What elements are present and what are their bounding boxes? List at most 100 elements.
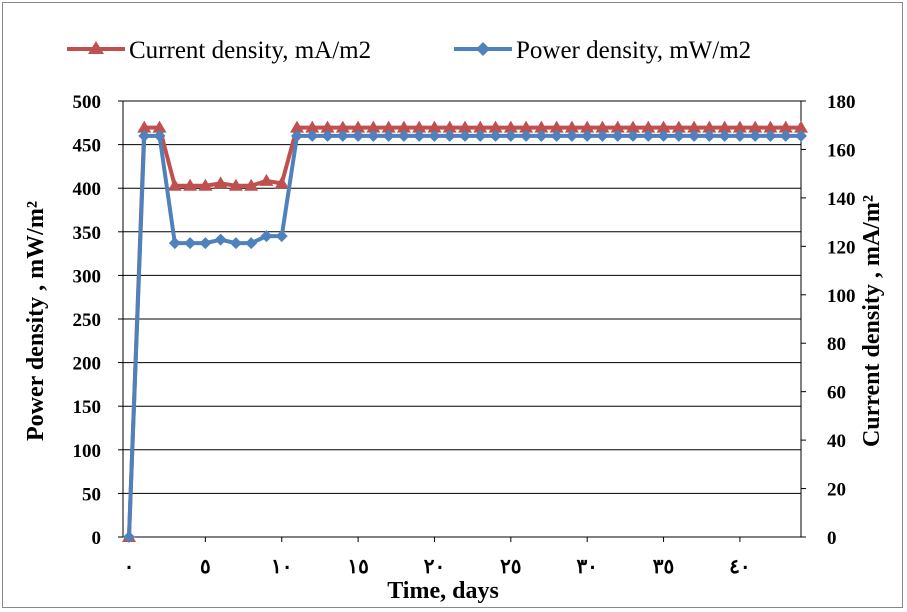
left-tick-label: 400	[73, 179, 102, 200]
power-density-point	[306, 129, 319, 142]
power-density-point	[764, 129, 777, 142]
current-density-point	[335, 120, 350, 133]
current-density-point	[534, 120, 549, 133]
right-tick-label: 120	[827, 237, 856, 258]
power-density-point	[229, 237, 242, 250]
x-tick-label: ٣٠	[576, 556, 597, 578]
power-density-point	[428, 129, 441, 142]
power-density-point	[565, 129, 578, 142]
power-density-point	[291, 129, 303, 142]
current-density-point	[396, 120, 411, 133]
current-density-point	[702, 120, 717, 133]
current-density-point	[412, 120, 427, 133]
left-axis-ticks: 0 50 100 150 200 250 300 350 400 450 500	[73, 92, 123, 549]
legend-label-current-density: Current density, mA/m2	[129, 37, 371, 64]
right-tick-label: 20	[827, 480, 846, 501]
power-density-point	[336, 129, 349, 142]
current-density-point	[458, 120, 472, 133]
right-axis-ticks: 0 20 40 60 80 100 120 140 160 180	[801, 92, 856, 549]
current-density-point	[228, 178, 243, 191]
right-axis-title: Current density , mA/m²	[859, 195, 885, 447]
current-density-point	[198, 178, 213, 191]
power-density-point	[321, 129, 334, 142]
current-density-point	[305, 120, 320, 133]
power-density-point	[611, 129, 624, 142]
current-density-point	[213, 176, 228, 189]
x-tick-label: ١٥	[347, 556, 368, 578]
current-density-point	[488, 120, 503, 133]
current-density-point	[626, 120, 640, 133]
power-density-point	[123, 531, 135, 543]
current-density-point	[794, 120, 808, 133]
current-density-point	[564, 120, 579, 133]
x-tick-label: ٢٠	[424, 556, 445, 578]
power-density-point	[718, 129, 731, 142]
right-tick-label: 80	[827, 334, 846, 355]
current-density-point	[641, 120, 656, 133]
current-density-point	[259, 173, 274, 186]
power-density-point	[550, 129, 563, 142]
current-density-point	[290, 120, 304, 133]
current-density-point	[320, 120, 335, 133]
power-density-point	[596, 129, 609, 142]
x-axis-title: Time, days	[387, 578, 499, 604]
power-density-point	[352, 129, 365, 142]
current-density-point	[427, 120, 442, 133]
current-density-point	[137, 120, 152, 133]
right-tick-label: 0	[827, 528, 837, 549]
current-density-point	[274, 176, 289, 189]
power-density-point	[459, 129, 471, 142]
diamond-marker-icon	[476, 42, 490, 56]
power-density-point	[397, 129, 410, 142]
power-density-point	[153, 129, 166, 142]
power-density-point	[642, 129, 655, 142]
current-density-point	[610, 120, 625, 133]
left-tick-label: 100	[73, 441, 102, 462]
x-tick-label: ٥	[200, 556, 211, 578]
legend: Current density, mA/m2 Power density, mW…	[67, 37, 751, 64]
left-tick-label: 450	[73, 136, 102, 157]
power-density-point	[489, 129, 502, 142]
gridlines	[123, 100, 801, 538]
x-tick-label: ٢٥	[500, 556, 521, 578]
current-density-point	[473, 120, 488, 133]
power-density-point	[703, 129, 716, 142]
x-tick-label: ٠	[124, 556, 135, 578]
current-density-point	[381, 120, 396, 133]
power-density-point	[749, 129, 762, 142]
triangle-marker-icon	[88, 41, 104, 54]
power-density-point	[627, 129, 639, 142]
right-tick-label: 160	[827, 140, 856, 161]
current-density-point	[580, 120, 595, 133]
power-density-point	[443, 129, 456, 142]
power-density-point	[168, 237, 181, 250]
right-tick-label: 100	[827, 286, 856, 307]
right-tick-label: 140	[827, 189, 856, 210]
current-density-point	[549, 120, 564, 133]
right-tick-label: 180	[827, 92, 856, 113]
x-tick-label: ١٠	[271, 556, 292, 578]
series-layer	[122, 120, 808, 543]
current-density-point	[687, 120, 702, 133]
current-density-point	[442, 120, 457, 133]
left-tick-label: 0	[92, 528, 102, 549]
power-density-point	[382, 129, 395, 142]
power-density-series-line	[127, 133, 801, 538]
current-density-point	[366, 120, 381, 133]
x-axis-ticks: ٠ ٥ ١٠ ١٥ ٢٠ ٢٥ ٣٠ ٣٥ ٤٠	[124, 537, 751, 578]
current-density-point	[519, 120, 534, 133]
current-density-point	[656, 120, 671, 133]
left-tick-label: 500	[73, 92, 102, 113]
legend-item-current-density: Current density, mA/m2	[67, 37, 371, 64]
left-tick-label: 150	[73, 397, 102, 418]
right-tick-label: 60	[827, 383, 846, 404]
left-axis-title: Power density , mW/m²	[23, 201, 49, 441]
current-density-point	[717, 120, 732, 133]
power-density-point	[413, 129, 426, 142]
current-density-point	[595, 120, 610, 133]
current-density-point	[671, 120, 686, 133]
x-tick-label: ٣٥	[653, 556, 674, 578]
current-density-point	[183, 178, 198, 191]
current-density-point	[351, 120, 366, 133]
